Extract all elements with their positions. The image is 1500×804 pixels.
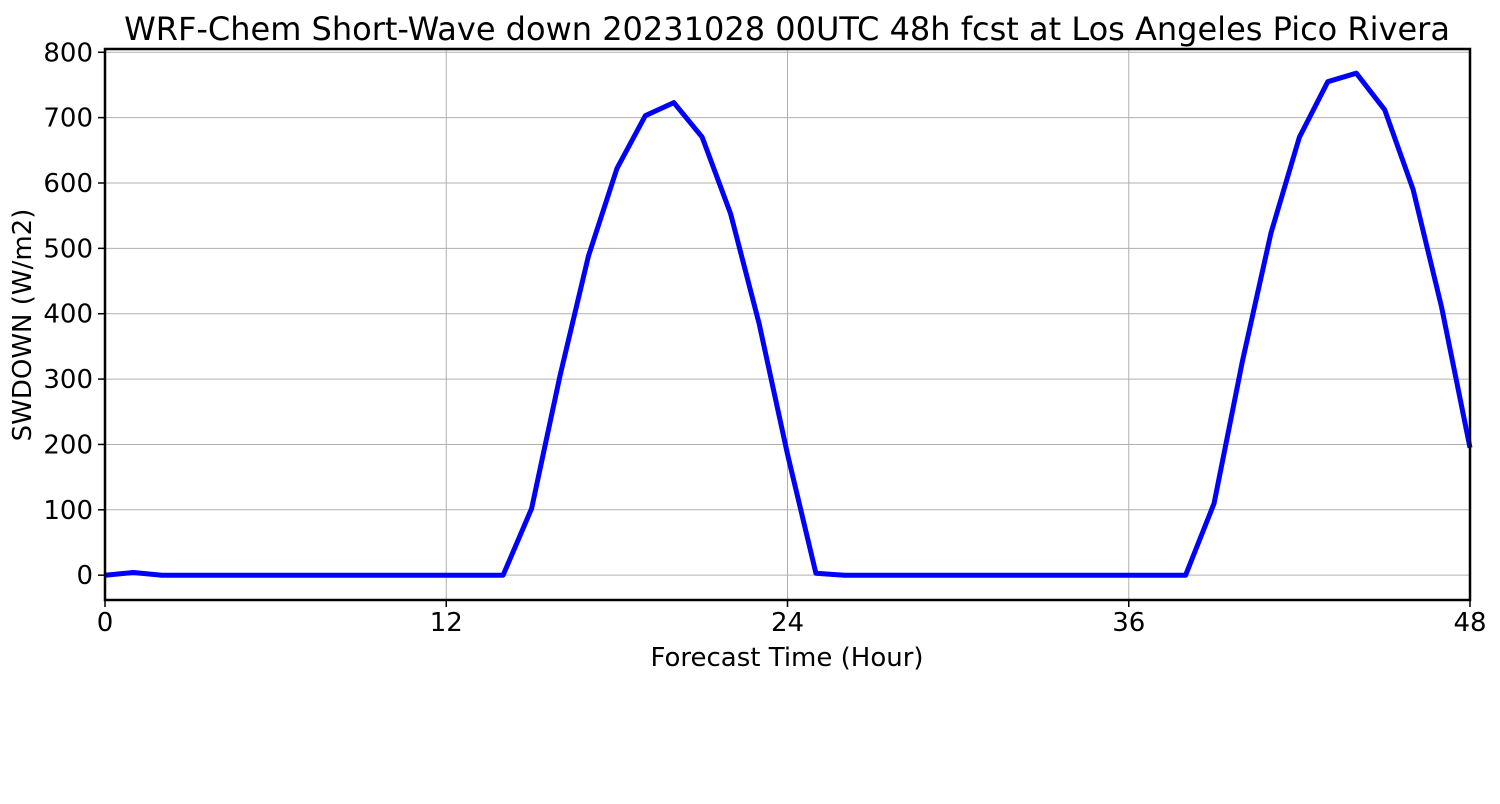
y-tick-label: 100 — [43, 496, 93, 526]
y-axis-label: SWDOWN (W/m2) — [8, 209, 38, 442]
y-tick-label: 300 — [43, 365, 93, 395]
y-tick-label: 500 — [43, 234, 93, 264]
x-axis-ticks: 0 12 24 36 48 — [97, 600, 1487, 638]
y-axis-ticks: 0 100 200 300 400 500 600 700 800 — [43, 38, 105, 591]
grid-lines — [104, 49, 1471, 600]
x-tick-label: 0 — [97, 608, 114, 638]
y-tick-label: 600 — [43, 169, 93, 199]
y-tick-label: 0 — [76, 561, 93, 591]
x-tick-label: 12 — [430, 608, 463, 638]
series-lines — [104, 70, 1473, 578]
series-line — [104, 70, 1473, 578]
y-tick-label: 800 — [43, 38, 93, 68]
x-tick-label: 24 — [771, 608, 804, 638]
chart-title: WRF-Chem Short-Wave down 20231028 00UTC … — [124, 10, 1450, 48]
x-axis-label: Forecast Time (Hour) — [650, 643, 923, 673]
y-tick-label: 200 — [43, 430, 93, 460]
y-tick-label: 700 — [43, 104, 93, 134]
y-tick-label: 400 — [43, 300, 93, 330]
x-tick-label: 48 — [1453, 608, 1486, 638]
x-tick-label: 36 — [1112, 608, 1145, 638]
